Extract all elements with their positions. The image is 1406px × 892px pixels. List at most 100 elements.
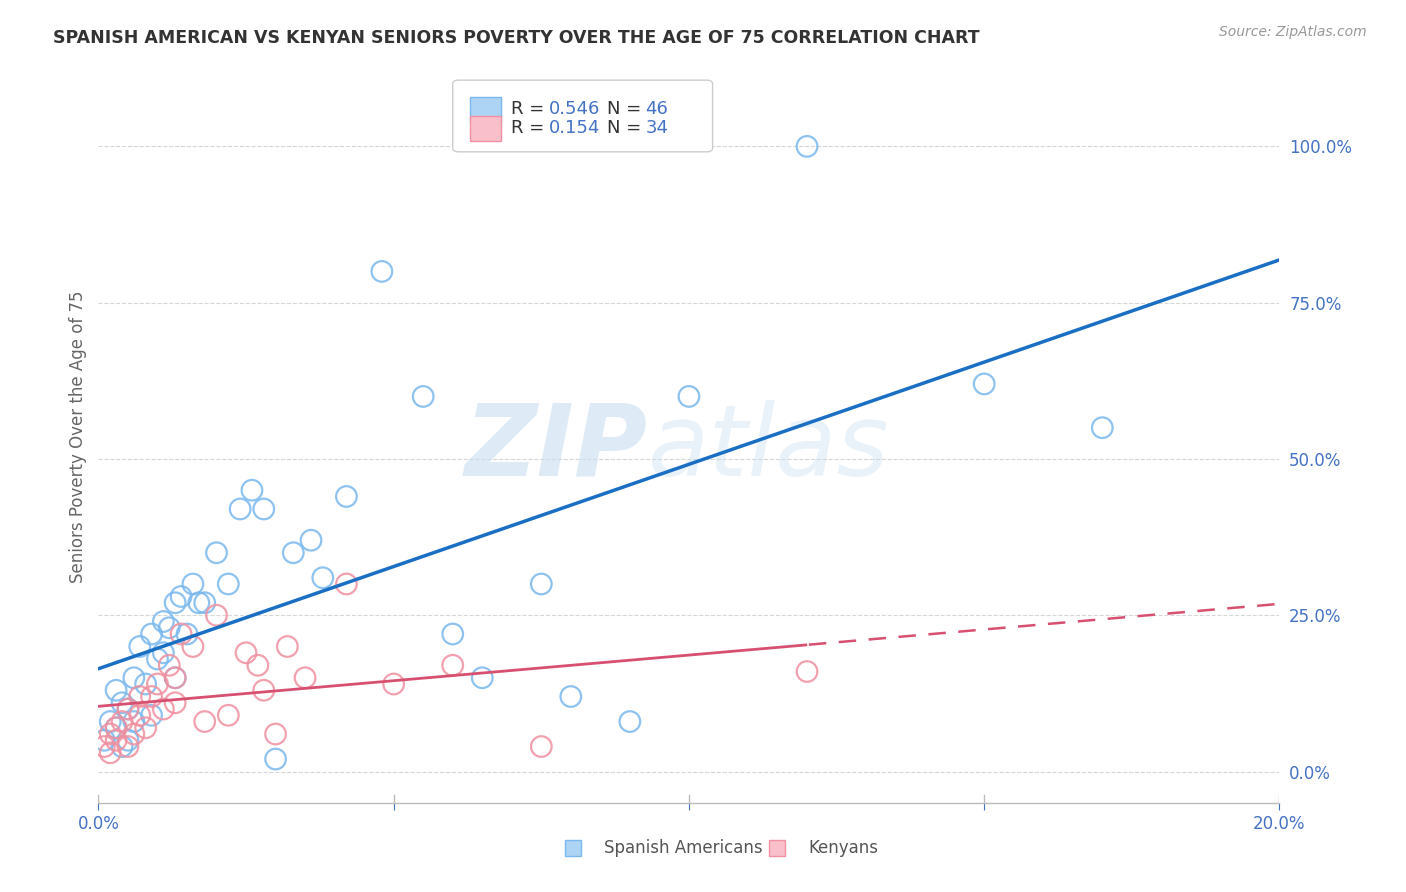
Text: 0.546: 0.546 xyxy=(548,101,600,119)
Point xyxy=(187,596,209,610)
Text: Source: ZipAtlas.com: Source: ZipAtlas.com xyxy=(1219,25,1367,39)
Point xyxy=(128,690,150,704)
Point xyxy=(128,708,150,723)
Point xyxy=(217,708,239,723)
Point xyxy=(117,702,139,716)
Text: SPANISH AMERICAN VS KENYAN SENIORS POVERTY OVER THE AGE OF 75 CORRELATION CHART: SPANISH AMERICAN VS KENYAN SENIORS POVER… xyxy=(53,29,980,46)
Point xyxy=(157,658,180,673)
Point xyxy=(619,714,641,729)
Point xyxy=(105,721,128,735)
Point xyxy=(194,596,217,610)
Point xyxy=(441,627,464,641)
Point xyxy=(117,733,139,747)
Point xyxy=(141,627,163,641)
Point xyxy=(146,677,169,691)
Y-axis label: Seniors Poverty Over the Age of 75: Seniors Poverty Over the Age of 75 xyxy=(69,291,87,583)
Point xyxy=(240,483,263,498)
Text: R =: R = xyxy=(510,101,550,119)
Point xyxy=(170,627,193,641)
Point xyxy=(973,376,995,391)
Text: Spanish Americans: Spanish Americans xyxy=(605,839,762,857)
Point xyxy=(299,533,322,548)
Point xyxy=(264,752,287,766)
Point xyxy=(294,671,316,685)
Text: 46: 46 xyxy=(645,101,668,119)
Point xyxy=(135,677,157,691)
Text: ZIP: ZIP xyxy=(464,400,648,497)
Point xyxy=(312,571,335,585)
Point xyxy=(117,739,139,754)
Point xyxy=(165,671,187,685)
Point xyxy=(157,621,180,635)
Point xyxy=(253,683,276,698)
Point xyxy=(382,677,405,691)
Point xyxy=(98,714,121,729)
FancyBboxPatch shape xyxy=(453,80,713,152)
Point xyxy=(128,640,150,654)
Point xyxy=(530,577,553,591)
Point xyxy=(181,640,204,654)
Point xyxy=(141,690,163,704)
Point xyxy=(678,389,700,403)
Point xyxy=(122,714,145,729)
Text: R =: R = xyxy=(510,120,550,137)
Point xyxy=(165,696,187,710)
Point xyxy=(176,627,198,641)
Point xyxy=(117,702,139,716)
Bar xyxy=(471,116,501,141)
Point xyxy=(170,590,193,604)
Point xyxy=(105,733,128,747)
Point xyxy=(135,721,157,735)
Text: N =: N = xyxy=(607,120,647,137)
Point xyxy=(93,733,115,747)
Point xyxy=(181,577,204,591)
Point xyxy=(152,646,174,660)
Point xyxy=(205,546,228,560)
Point xyxy=(264,727,287,741)
Point xyxy=(111,696,134,710)
Point xyxy=(105,721,128,735)
Point xyxy=(152,702,174,716)
Point xyxy=(246,658,269,673)
Text: Kenyans: Kenyans xyxy=(808,839,879,857)
Point xyxy=(152,615,174,629)
Point xyxy=(146,652,169,666)
Point xyxy=(205,608,228,623)
Point xyxy=(796,665,818,679)
Text: atlas: atlas xyxy=(648,400,889,497)
Text: N =: N = xyxy=(607,101,647,119)
Point xyxy=(283,546,305,560)
Point xyxy=(98,727,121,741)
Point xyxy=(335,577,357,591)
Point xyxy=(111,739,134,754)
Point xyxy=(530,739,553,754)
Bar xyxy=(565,840,581,856)
Point xyxy=(441,658,464,673)
Point xyxy=(105,683,128,698)
Point xyxy=(98,746,121,760)
Text: 0.154: 0.154 xyxy=(548,120,600,137)
Point xyxy=(111,714,134,729)
Point xyxy=(141,708,163,723)
Point xyxy=(122,727,145,741)
Point xyxy=(217,577,239,591)
Point xyxy=(165,596,187,610)
Point xyxy=(229,502,252,516)
Point xyxy=(371,264,394,278)
Bar xyxy=(471,97,501,122)
Point xyxy=(471,671,494,685)
Point xyxy=(412,389,434,403)
Point xyxy=(93,739,115,754)
Point xyxy=(1091,420,1114,434)
Bar xyxy=(769,840,785,856)
Point xyxy=(276,640,298,654)
Point xyxy=(235,646,257,660)
Point xyxy=(335,490,357,504)
Point xyxy=(253,502,276,516)
Point xyxy=(165,671,187,685)
Point xyxy=(796,139,818,153)
Point xyxy=(560,690,582,704)
Point xyxy=(122,671,145,685)
Point xyxy=(194,714,217,729)
Text: 34: 34 xyxy=(645,120,668,137)
